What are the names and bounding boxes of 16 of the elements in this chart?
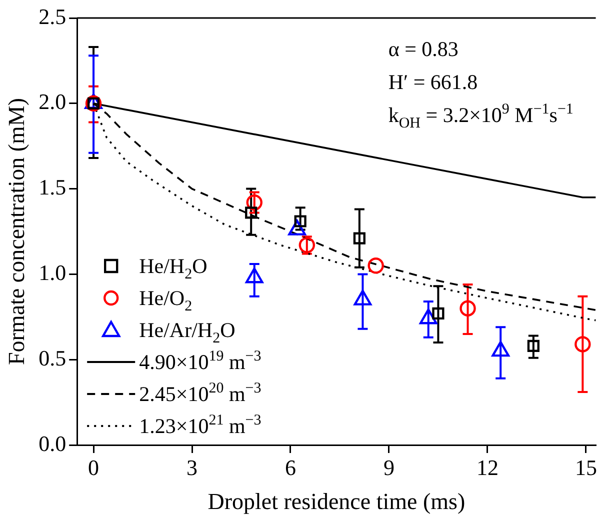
y-axis-title: Formate concentration (mM) — [4, 98, 29, 365]
y-tick-label: 1.0 — [38, 260, 66, 285]
y-tick-label: 0.0 — [38, 430, 66, 456]
annotation: H′ = 661.8 — [388, 70, 478, 94]
x-tick-label: 3 — [186, 454, 198, 480]
y-tick-label: 1.5 — [38, 174, 66, 200]
x-tick-label: 15 — [574, 454, 597, 480]
y-tick-label: 2.0 — [38, 89, 66, 114]
x-tick-label: 12 — [476, 454, 498, 480]
y-tick-label: 0.5 — [38, 345, 66, 370]
x-tick-label: 0 — [88, 454, 100, 480]
x-axis-title: Droplet residence time (ms) — [208, 489, 466, 514]
x-tick-label: 9 — [383, 454, 394, 480]
x-tick-label: 6 — [284, 454, 296, 480]
y-tick-label: 2.5 — [38, 4, 66, 29]
annotation: α = 0.83 — [388, 37, 458, 61]
